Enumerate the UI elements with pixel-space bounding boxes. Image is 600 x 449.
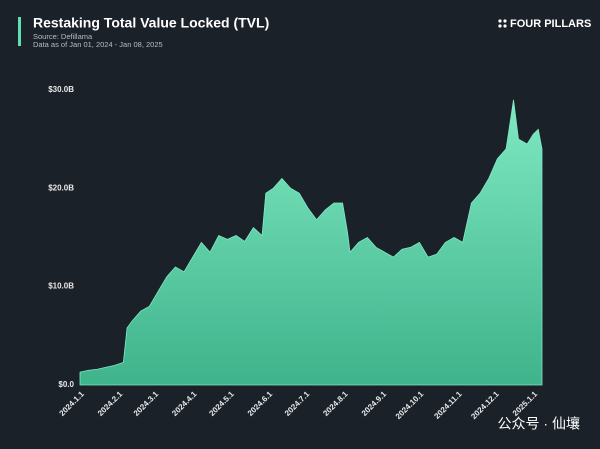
y-tick-label: $30.0B [48, 85, 74, 94]
brand-icon [498, 19, 507, 28]
y-tick-label: $20.0B [48, 183, 74, 192]
chart-title: Restaking Total Value Locked (TVL) [33, 15, 269, 31]
subtitle: Source: Defillama [33, 32, 93, 41]
watermark: 公众号 · 仙壤 [498, 416, 580, 432]
area [79, 99, 543, 386]
brand: FOUR PILLARS [510, 18, 591, 30]
y-tick-label: $10.0B [48, 282, 74, 291]
title-accent [18, 17, 21, 46]
y-tick-label: $0.0 [58, 380, 74, 389]
subtitle: Data as of Jan 01, 2024 - Jan 08, 2025 [33, 40, 163, 49]
